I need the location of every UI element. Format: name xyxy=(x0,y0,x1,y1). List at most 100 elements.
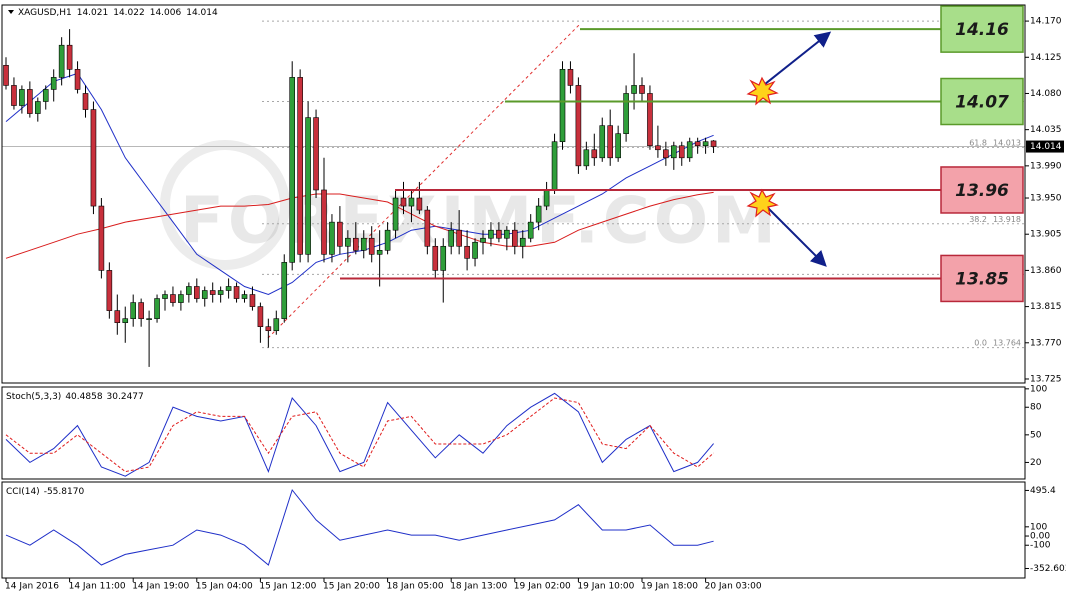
candle-body xyxy=(424,209,431,247)
candle-body xyxy=(34,101,41,114)
candle-body xyxy=(66,44,73,70)
y-tick-label: 13.815 xyxy=(1030,302,1062,312)
candle-body xyxy=(233,286,240,299)
candle-body xyxy=(639,85,645,94)
candle-body xyxy=(591,149,598,159)
x-tick-label: 14 Jan 2016 xyxy=(5,582,59,592)
candle-body xyxy=(488,229,494,239)
candle-body xyxy=(201,290,208,299)
y-tick-label: 13.990 xyxy=(1030,161,1062,171)
candle-body xyxy=(710,140,717,147)
candle-body xyxy=(472,241,478,259)
y-tick-label: -100 xyxy=(1030,541,1051,551)
chart-header: XAGUSD,H1 14.021 14.022 14.006 14.014 xyxy=(18,8,218,18)
burst-icon xyxy=(746,188,779,218)
candle-body xyxy=(146,318,152,320)
candle-body xyxy=(543,189,550,207)
x-tick-label: 15 Jan 04:00 xyxy=(196,582,253,592)
x-tick-label: 19 Jan 10:00 xyxy=(577,582,634,592)
candle-body xyxy=(11,85,17,106)
candle-body xyxy=(686,141,693,159)
panel-header: CCI(14) -55.8170 xyxy=(6,487,84,497)
fib-label: 61.8 14.013 xyxy=(969,138,1021,147)
x-tick-label: 14 Jan 11:00 xyxy=(69,582,126,592)
fib-level-label: 38.2 xyxy=(969,214,987,223)
x-tick-label: 19 Jan 02:00 xyxy=(514,582,571,592)
y-tick-label: 14.035 xyxy=(1030,125,1062,135)
candle-body xyxy=(225,286,232,291)
fib-level-label: 61.8 xyxy=(969,138,987,147)
candle-body xyxy=(289,77,296,263)
candle-body xyxy=(50,77,57,90)
candle-body xyxy=(376,249,383,255)
candle-body xyxy=(154,298,160,319)
candle-body xyxy=(106,270,113,311)
panel-title: CCI(14) xyxy=(6,487,40,497)
candle-body xyxy=(313,117,319,191)
candle-body xyxy=(496,229,502,239)
candle-body xyxy=(647,93,653,147)
x-tick-label: 15 Jan 20:00 xyxy=(323,582,380,592)
indicator-value: 40.4858 xyxy=(65,392,102,402)
y-tick-label: 14.080 xyxy=(1030,89,1062,99)
candle-body xyxy=(535,205,542,223)
key-level-box xyxy=(940,77,1024,126)
current-price-tag xyxy=(1026,140,1064,153)
candle-body xyxy=(58,44,65,78)
candle-body xyxy=(607,125,614,159)
header-open: 14.021 xyxy=(77,8,109,18)
candle-body xyxy=(130,302,136,319)
header-low: 14.006 xyxy=(150,8,182,18)
candle-body xyxy=(3,65,9,86)
fib-level-label: 0.0 xyxy=(974,338,987,347)
key-level-label: 13.85 xyxy=(955,269,1009,289)
candle-body xyxy=(297,77,303,255)
candle-body xyxy=(241,294,248,299)
indicator-line xyxy=(5,392,714,477)
key-level-label: 13.96 xyxy=(955,181,1009,201)
current-price-label: 14.014 xyxy=(1030,142,1062,152)
candle-body xyxy=(631,85,637,94)
candle-body xyxy=(551,141,558,191)
indicator-value: -55.8170 xyxy=(44,487,85,497)
candle-body xyxy=(114,310,121,323)
candle-body xyxy=(305,117,311,255)
indicator-line xyxy=(5,397,714,473)
candle-body xyxy=(42,89,49,102)
candle-body xyxy=(663,149,669,159)
candle-body xyxy=(559,69,566,143)
panel-header: Stoch(5,3,3) 40.4858 30.2477 xyxy=(6,392,144,402)
candle-body xyxy=(583,149,590,167)
candle-body xyxy=(384,229,391,251)
fib-price-label: 14.013 xyxy=(993,138,1021,147)
candle-body xyxy=(511,229,518,247)
chart-title: XAGUSD,H1 xyxy=(18,8,72,18)
candle-body xyxy=(440,245,447,271)
y-tick-label: 20 xyxy=(1030,458,1042,468)
candle-body xyxy=(74,69,81,90)
candle-body xyxy=(527,221,534,239)
key-level-label: 14.16 xyxy=(955,20,1009,40)
fib-trend-line xyxy=(267,23,581,339)
x-tick-label: 18 Jan 05:00 xyxy=(387,582,444,592)
y-tick-label: 50 xyxy=(1030,430,1042,440)
candle-body xyxy=(456,229,462,247)
candle-body xyxy=(567,69,574,86)
y-tick-label: 13.905 xyxy=(1030,230,1062,240)
candle-body xyxy=(678,145,685,159)
key-level-box xyxy=(940,166,1024,214)
candle-body xyxy=(623,93,629,134)
candle-body xyxy=(178,294,184,303)
candle-body xyxy=(519,237,526,247)
candle-body xyxy=(27,89,33,114)
y-tick-label: 14.170 xyxy=(1030,17,1062,27)
indicator-value: 30.2477 xyxy=(107,392,144,402)
burst-icon xyxy=(746,76,779,106)
x-tick-label: 19 Jan 18:00 xyxy=(641,582,698,592)
candle-body xyxy=(265,326,272,332)
moving-average xyxy=(5,191,714,259)
panel-frame xyxy=(1,4,1026,384)
